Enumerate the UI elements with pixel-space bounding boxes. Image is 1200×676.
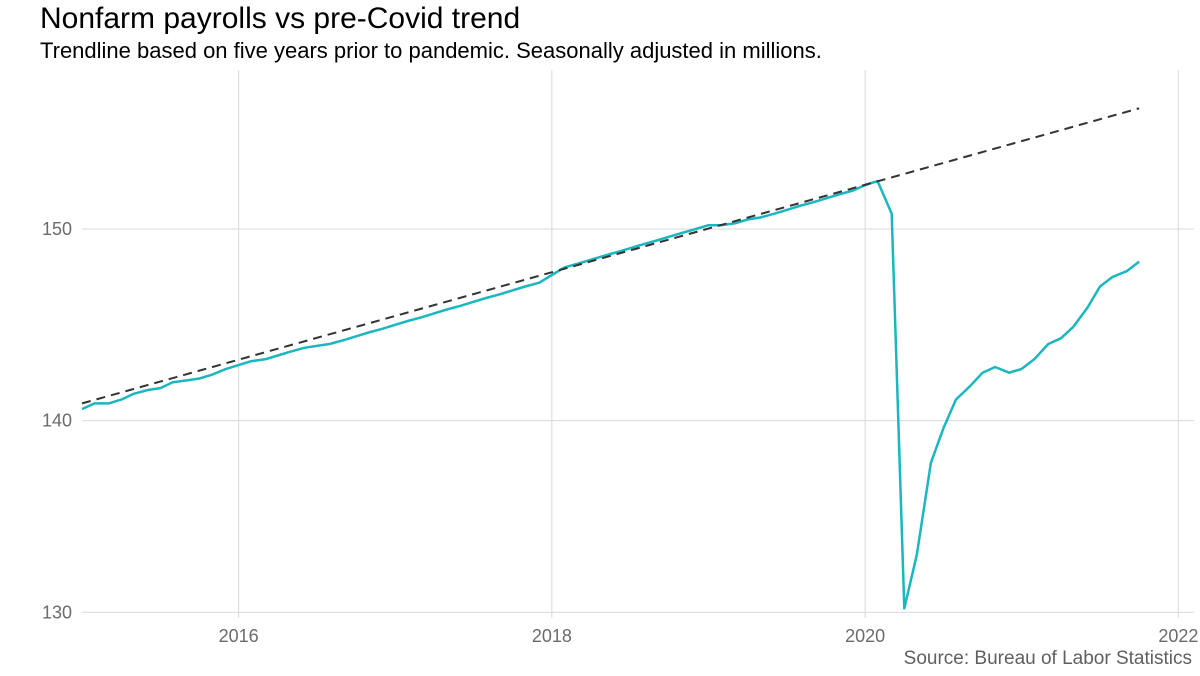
source-caption: Source: Bureau of Labor Statistics [903,648,1192,669]
x-tick-label: 2022 [1158,626,1198,646]
payrolls-line [81,179,1140,610]
x-tick-label: 2018 [532,626,572,646]
gridlines [82,70,1194,618]
series-lines [81,107,1140,610]
x-tick-label: 2020 [845,626,885,646]
y-tick-label: 150 [42,219,72,239]
y-tick-label: 140 [42,411,72,431]
chart-title: Nonfarm payrolls vs pre-Covid trend [40,2,521,35]
x-tick-label: 2016 [219,626,259,646]
trend-line [81,107,1140,405]
y-tick-label: 130 [42,602,72,622]
tick-labels: 130 140 150 2016 2018 2020 2022 [42,219,1198,646]
chart-subtitle: Trendline based on five years prior to p… [40,38,822,63]
